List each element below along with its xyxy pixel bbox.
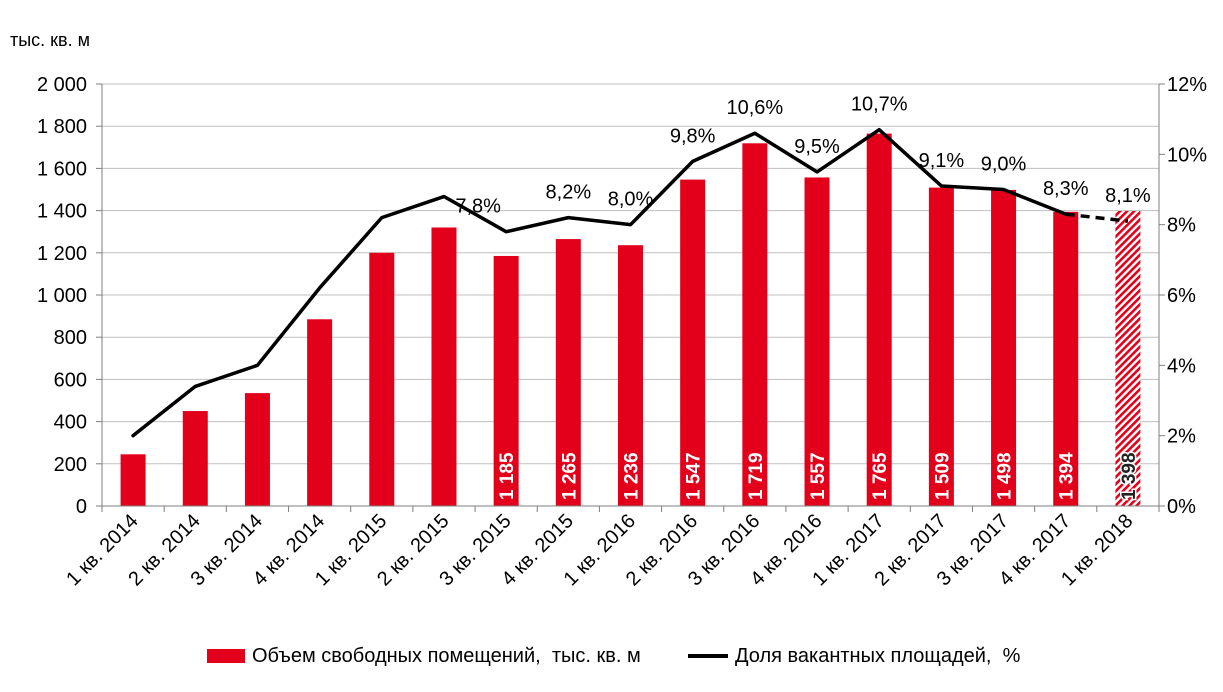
left-tick-label: 1 400	[37, 201, 87, 223]
legend-label-bars: Объем свободных помещений, тыс. кв. м	[252, 644, 641, 667]
right-tick-label: 4%	[1167, 355, 1196, 377]
line-value-label: 10,7%	[851, 94, 908, 116]
bar	[928, 187, 954, 506]
line-value-label: 8,0%	[608, 189, 654, 211]
legend-item-line: Доля вакантных площадей, %	[688, 643, 1020, 669]
bar-value-label: 1 398	[1119, 452, 1140, 500]
bar	[182, 411, 208, 506]
bar	[991, 189, 1017, 506]
bar	[742, 143, 768, 506]
bar	[493, 255, 519, 506]
right-tick-label: 0%	[1167, 496, 1196, 518]
bar-value-label: 1 509	[932, 452, 953, 500]
left-tick-label: 200	[54, 454, 87, 476]
bar-value-label: 1 185	[497, 452, 518, 500]
y-axis-title: тыс. кв. м	[10, 30, 90, 50]
right-axis: 0% 2% 4% 6% 8% 10% 12%	[1159, 74, 1207, 518]
bar-projected	[1115, 211, 1141, 506]
bar-value-label: 1 236	[622, 452, 643, 500]
line-value-label: 9,0%	[981, 154, 1027, 176]
bar-value-label: 1 547	[684, 452, 705, 500]
axis-lines	[101, 84, 1160, 512]
left-tick-label: 800	[54, 327, 87, 349]
left-tick-label: 0	[76, 496, 87, 518]
legend-item-bars: Объем свободных помещений, тыс. кв. м	[207, 643, 641, 669]
bar	[120, 454, 146, 506]
line-value-label: 9,1%	[919, 150, 965, 172]
bar	[618, 245, 643, 507]
bar	[244, 393, 270, 506]
bar	[866, 133, 892, 506]
left-tick-label: 400	[54, 412, 87, 434]
left-axis: 0 200 400 600 800 1 000 1 200 1 400 1 600 1 800 2 …	[37, 74, 102, 518]
legend-label-line: Доля вакантных площадей, %	[735, 644, 1021, 667]
legend-line-swatch	[688, 654, 728, 658]
left-tick-label: 600	[54, 369, 87, 391]
bar	[804, 177, 830, 506]
bar-value-label: 1 719	[746, 452, 767, 500]
bar-value-label: 1 765	[870, 452, 891, 500]
left-tick-label: 1 600	[37, 158, 87, 180]
left-tick-label: 2 000	[37, 74, 87, 96]
left-tick-label: 1 800	[37, 116, 87, 138]
bar-value-label: 1 394	[1057, 452, 1078, 500]
bar	[1053, 211, 1079, 506]
bar	[369, 252, 395, 506]
bar-value-label: 1 557	[808, 452, 829, 500]
bar	[431, 227, 457, 507]
right-tick-label: 8%	[1167, 215, 1196, 237]
line-value-label: 8,3%	[1043, 178, 1089, 200]
line-value-label: 9,8%	[670, 125, 716, 147]
legend: Объем свободных помещений, тыс. кв. м До…	[0, 643, 1223, 669]
vacancy-line-projected	[1065, 212, 1129, 223]
left-tick-label: 1 200	[37, 243, 87, 265]
bar-series	[120, 133, 1141, 507]
right-tick-label: 2%	[1167, 426, 1196, 448]
line-value-label: 8,1%	[1105, 185, 1151, 207]
right-tick-label: 6%	[1167, 285, 1196, 307]
left-tick-label: 1 000	[37, 285, 87, 307]
bar-value-label: 1 498	[995, 452, 1016, 500]
line-value-label: 9,5%	[794, 136, 840, 158]
bar	[307, 319, 333, 506]
vacancy-line	[131, 127, 1068, 438]
line-series	[131, 127, 1129, 438]
line-value-labels: 7,8% 8,2% 8,0% 9,8% 10,6% 9,5% 10,7% 9,1% 9,0% 8,…	[455, 94, 1151, 218]
bar	[555, 239, 581, 506]
right-tick-label: 12%	[1167, 74, 1207, 96]
line-value-label: 10,6%	[726, 97, 783, 119]
bar-value-label: 1 265	[559, 452, 580, 500]
bar	[680, 179, 706, 506]
right-tick-label: 10%	[1167, 144, 1207, 166]
legend-bar-swatch	[207, 649, 245, 663]
bar-value-labels: 1 185 1 265 1 236 1 547 1 719 1 557 1 765 1 509…	[497, 451, 1141, 502]
line-value-label: 7,8%	[455, 196, 501, 218]
line-value-label: 8,2%	[546, 182, 592, 204]
